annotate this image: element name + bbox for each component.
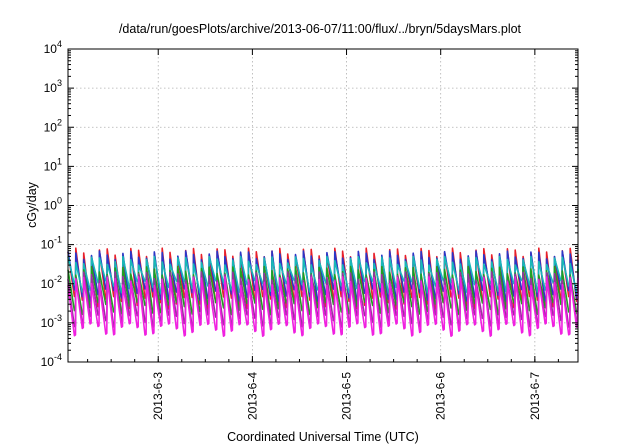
- y-tick-label: 104: [44, 39, 62, 56]
- y-tick-label: 10-4: [41, 352, 62, 369]
- x-tick-label: 2013-6-4: [245, 372, 259, 420]
- x-axis-label: Coordinated Universal Time (UTC): [227, 430, 419, 444]
- y-tick-label: 10-1: [41, 235, 62, 252]
- series-group: [67, 247, 579, 337]
- y-tick-label: 102: [44, 117, 62, 134]
- y-tick-label: 101: [44, 156, 62, 173]
- x-tick-label: 2013-6-6: [434, 372, 448, 420]
- y-tick-label: 103: [44, 78, 62, 95]
- x-tick-label: 2013-6-7: [528, 372, 542, 420]
- series-line: [67, 276, 579, 337]
- y-tick-label: 10-2: [41, 274, 62, 291]
- y-tick-label: 100: [44, 196, 62, 213]
- y-tick-label: 10-3: [41, 313, 62, 330]
- chart-title: /data/run/goesPlots/archive/2013-06-07/1…: [119, 22, 522, 36]
- x-tick-label: 2013-6-5: [340, 372, 354, 420]
- x-tick-label: 2013-6-3: [151, 372, 165, 420]
- y-axis: 10-4 10-3 10-2 10-1 100 101 102 103 104: [41, 39, 578, 369]
- x-axis: 2013-6-3 2013-6-4 2013-6-5 2013-6-6 2013-6-7: [87, 49, 559, 420]
- y-axis-label: cGy/day: [25, 181, 39, 228]
